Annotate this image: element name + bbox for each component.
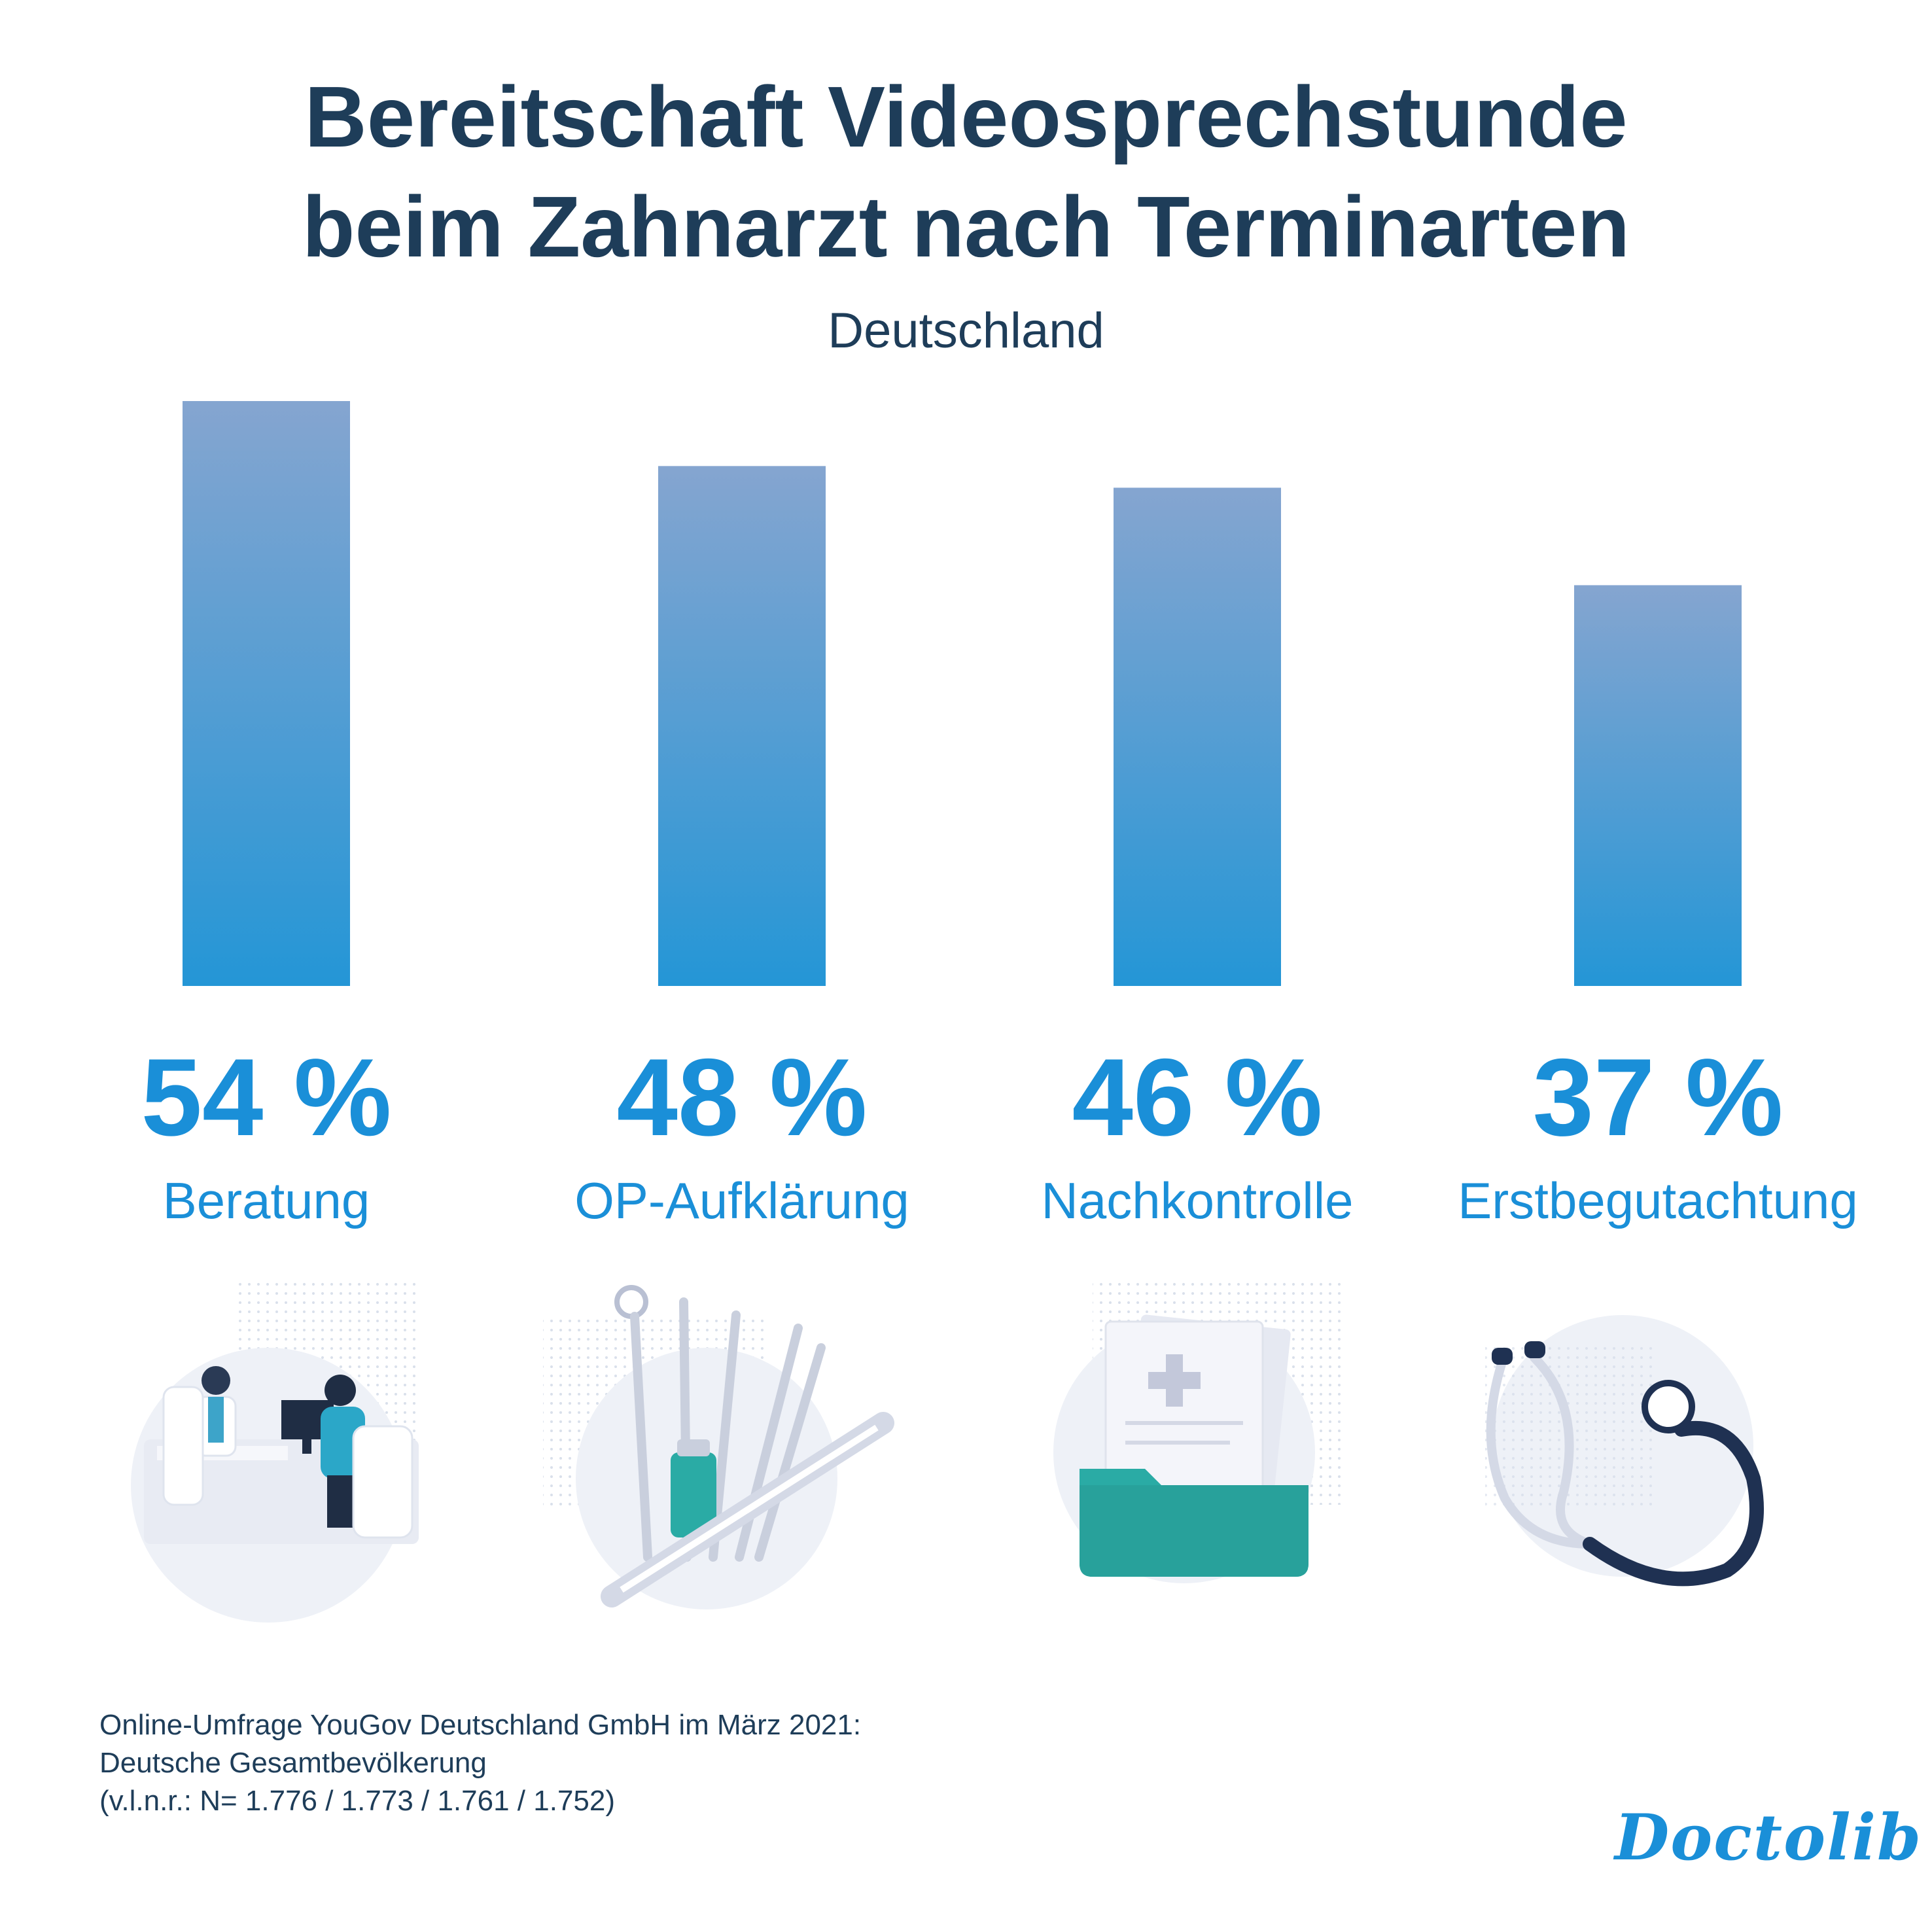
source-line-3: (v.l.n.r.: N= 1.776 / 1.773 / 1.761 / 1.… [99,1785,616,1817]
bar-1 [183,401,350,986]
bars-group [183,401,1742,986]
labels-group: 54 % Beratung 48 % OP-Aufklärung 46 % Nachkon… [141,1036,1858,1229]
medical-records-folder-icon [1053,1282,1341,1583]
category-label-2: OP-Aufklärung [574,1172,909,1229]
value-label-2: 48 % [617,1036,868,1159]
dental-instruments-icon [543,1285,894,1609]
bar-3 [1114,487,1281,986]
source-line-2: Deutsche Gesamtbevölkerung [99,1747,487,1779]
value-label-3: 46 % [1072,1036,1323,1159]
chart-subtitle: Deutschland [828,303,1104,359]
bar-4 [1574,585,1742,986]
stethoscope-icon [1485,1315,1764,1587]
source-note: Online-Umfrage YouGov Deutschland GmbH i… [99,1706,861,1820]
bar-2 [658,466,826,986]
category-label-4: Erstbegutachtung [1458,1172,1857,1229]
category-label-1: Beratung [163,1172,370,1229]
chart-title: Bereitschaft Videosprechstunde beim Zahn… [0,62,1932,282]
title-line-2: beim Zahnarzt nach Terminarten [302,179,1630,275]
source-line-1: Online-Umfrage YouGov Deutschland GmbH i… [99,1709,862,1741]
value-label-4: 37 % [1533,1036,1783,1159]
title-line-1: Bereitschaft Videosprechstunde [304,69,1628,165]
category-label-3: Nachkontrolle [1042,1172,1354,1229]
doctolib-logo: Doctolib [1615,1800,1923,1874]
value-label-1: 54 % [141,1036,392,1159]
doctor-consultation-icon [131,1282,419,1623]
